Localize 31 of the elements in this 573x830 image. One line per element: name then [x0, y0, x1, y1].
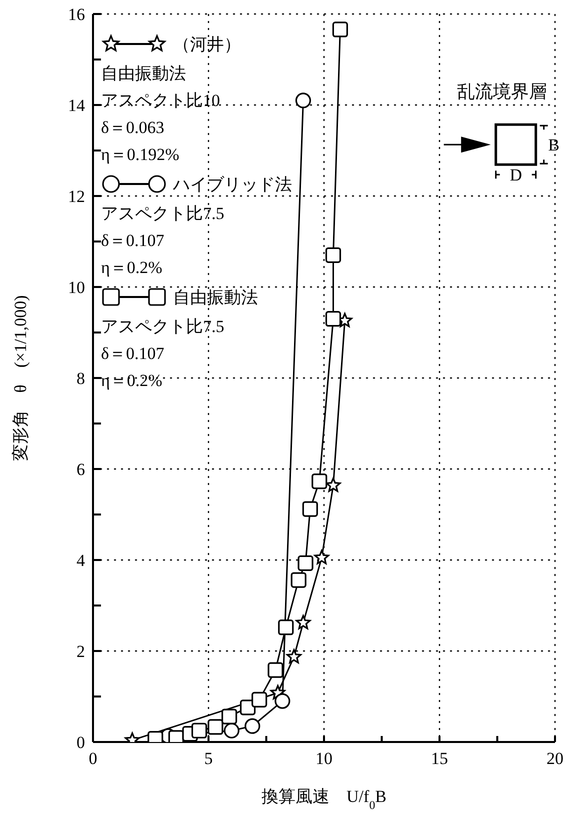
annotation: η＝0.2% — [101, 257, 164, 279]
x-tick-label: 15 — [431, 749, 448, 768]
y-tick-label: 14 — [68, 96, 86, 116]
y-tick-label: 8 — [76, 369, 85, 388]
annotation: η＝0.192% — [101, 144, 180, 166]
annotation: δ＝0.107 — [101, 230, 166, 252]
legend-label: 自由振動法 — [173, 286, 258, 308]
legend-label: ハイブリッド法 — [173, 174, 292, 196]
annotation: δ＝0.107 — [101, 343, 166, 365]
legend-label: （河井） — [173, 34, 241, 56]
x-tick-label: 20 — [546, 749, 564, 768]
y-axis-title: 変形角 θ (×1/1,000) — [11, 295, 30, 461]
annotation: B — [548, 136, 560, 155]
x-tick-label: 0 — [88, 749, 98, 768]
x-tick-label: 10 — [316, 749, 332, 768]
x-tick-label: 5 — [204, 749, 213, 768]
annotation: 乱流境界層 — [456, 82, 547, 102]
x-axis-title: 換算風速 U/f$_{0}$B — [262, 787, 386, 812]
annotation: η＝0.2% — [101, 370, 164, 392]
annotation: アスペクト比7.5 — [101, 203, 226, 225]
y-tick-label: 10 — [68, 278, 85, 298]
y-tick-label: 0 — [76, 733, 85, 752]
y-tick-label: 12 — [68, 187, 85, 206]
y-tick-label: 6 — [76, 460, 85, 480]
y-tick-label: 16 — [68, 5, 85, 24]
annotation: D — [510, 166, 522, 185]
annotation: δ＝0.063 — [101, 117, 166, 139]
y-tick-label: 4 — [76, 551, 86, 570]
annotation: アスペクト比7.5 — [101, 316, 226, 338]
annotation: 自由振動法 — [101, 63, 187, 85]
y-tick-label: 2 — [76, 642, 85, 662]
